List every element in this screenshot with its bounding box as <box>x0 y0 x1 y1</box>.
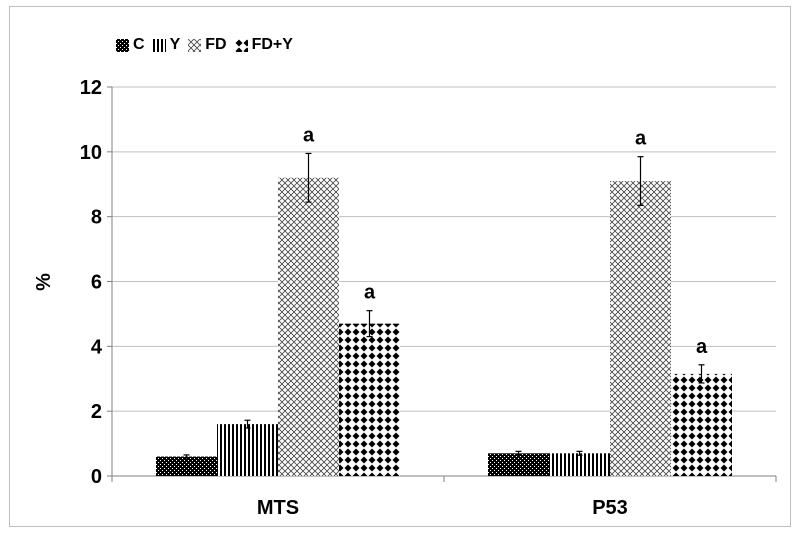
y-tick-label: 2 <box>91 401 102 423</box>
legend-swatch-fd-y <box>234 38 248 52</box>
x-tick-label: P53 <box>592 497 628 519</box>
legend-swatch-fill <box>116 38 129 52</box>
bar-c-mts <box>156 456 217 476</box>
data-label: a <box>364 282 376 304</box>
bars: a a a a <box>156 124 732 476</box>
data-label: a <box>635 128 647 150</box>
bar-fd-mts <box>278 177 339 476</box>
y-tick-label: 0 <box>91 466 102 488</box>
legend-item-fd: FD <box>188 36 227 54</box>
y-tick-label: 8 <box>91 207 102 229</box>
bar-fd-p53 <box>610 181 671 476</box>
y-tick-label: 10 <box>80 142 102 164</box>
bar-fd-y-p53 <box>671 373 732 476</box>
legend-swatch-y <box>152 38 166 52</box>
legend-swatch-fill <box>152 38 166 52</box>
legend-label-y: Y <box>169 36 181 53</box>
legend-label-fd-y: FD+Y <box>251 36 293 53</box>
bar-y-mts <box>217 424 278 476</box>
bar-c-p53 <box>488 453 549 476</box>
legend-item-fd-y: FD+Y <box>234 36 293 54</box>
legend: C Y FD FD+Y <box>116 34 301 56</box>
y-tick-label: 6 <box>91 272 102 294</box>
legend-swatch-fill <box>188 38 202 52</box>
legend-label-fd: FD <box>205 36 227 53</box>
x-tick-label: MTS <box>257 497 299 519</box>
legend-item-y: Y <box>152 36 181 54</box>
bar-y-p53 <box>549 453 610 476</box>
data-label: a <box>696 336 708 358</box>
legend-swatch-fill <box>234 38 248 52</box>
y-tick-label: 12 <box>80 77 102 99</box>
legend-swatch-c <box>116 38 129 52</box>
y-tick-label: 4 <box>91 336 103 358</box>
y-axis-label: % <box>33 273 55 291</box>
legend-item-c: C <box>116 36 145 54</box>
legend-label-c: C <box>133 36 145 53</box>
bar-fd-y-mts <box>339 323 400 476</box>
legend-swatch-fd <box>188 38 202 52</box>
data-label: a <box>303 124 315 146</box>
axes: 0 2 4 6 8 10 12 MTS P53 <box>80 77 777 519</box>
gridlines <box>112 86 776 412</box>
